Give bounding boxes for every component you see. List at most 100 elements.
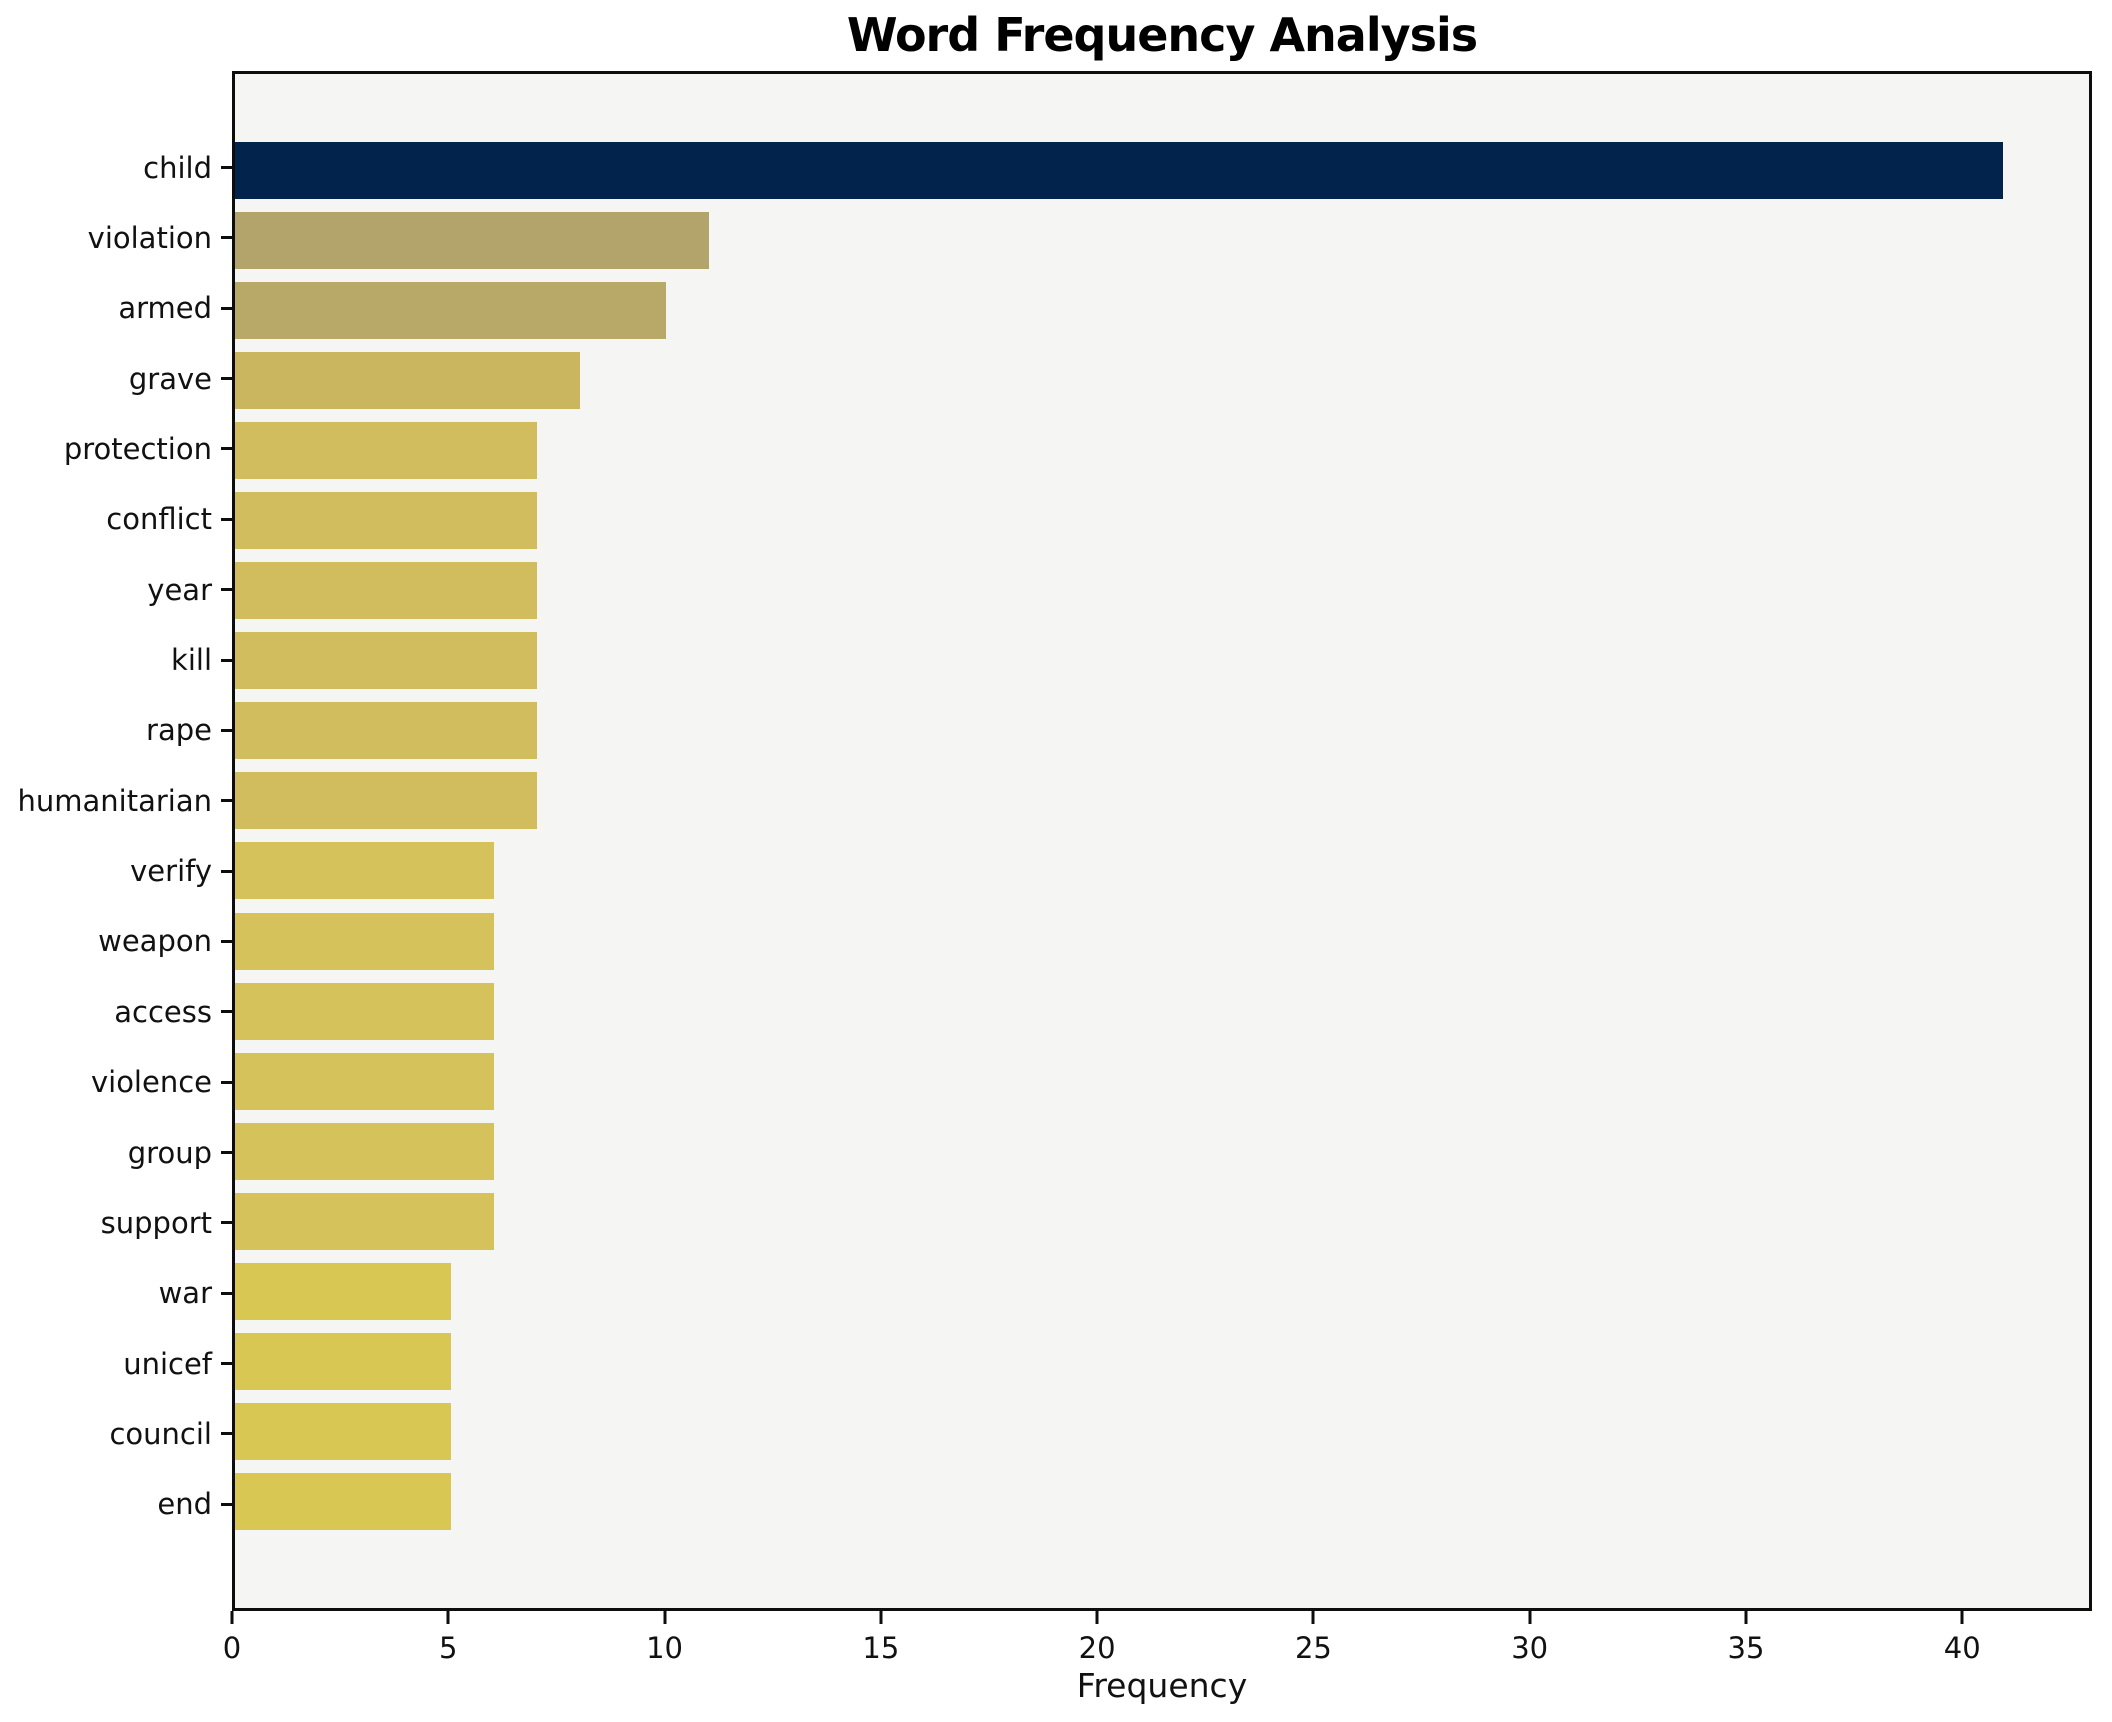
y-tick-label: war	[158, 1276, 212, 1311]
y-tick-label: rape	[146, 713, 212, 748]
y-tick-mark	[221, 1080, 232, 1084]
x-tick-label: 5	[439, 1631, 458, 1665]
x-tick-mark	[446, 1611, 450, 1624]
bar-support	[235, 1192, 494, 1250]
y-tick-row: end	[0, 1476, 232, 1533]
y-tick-label: council	[109, 1416, 212, 1451]
bar-row	[235, 1332, 2089, 1390]
y-axis-labels: child violation armed grave protection confli…	[0, 139, 232, 1533]
plot-area	[232, 71, 2092, 1611]
bar-verify	[235, 842, 494, 900]
y-tick-row: weapon	[0, 913, 232, 970]
x-tick-label: 30	[1511, 1631, 1549, 1665]
y-tick-label: access	[114, 994, 212, 1029]
y-tick-label: humanitarian	[17, 783, 213, 818]
y-tick-mark	[221, 799, 232, 803]
x-tick-mark	[663, 1611, 667, 1624]
y-tick-row: conflict	[0, 491, 232, 548]
y-tick-row: support	[0, 1194, 232, 1251]
y-tick-row: kill	[0, 632, 232, 689]
y-tick-row: year	[0, 561, 232, 618]
y-tick-label: support	[100, 1205, 212, 1240]
x-axis: 0 5 10 15 20 25 30 35 40	[223, 1611, 2092, 1671]
bar-war	[235, 1262, 451, 1320]
y-tick-mark	[221, 939, 232, 943]
y-tick-mark	[221, 1362, 232, 1366]
y-tick-row: child	[0, 139, 232, 196]
y-tick-label: armed	[118, 291, 212, 326]
bar-row	[235, 1472, 2089, 1530]
bar-group	[235, 1122, 494, 1180]
y-tick-label: group	[127, 1135, 212, 1170]
bar-row	[235, 1192, 2089, 1250]
y-tick-mark	[221, 236, 232, 240]
y-tick-mark	[221, 377, 232, 381]
bar-row	[235, 702, 2089, 760]
x-tick-label: 15	[862, 1631, 900, 1665]
bar-row	[235, 842, 2089, 900]
bar-violation	[235, 212, 710, 270]
x-tick-mark	[879, 1611, 883, 1624]
x-tick-mark	[1744, 1611, 1748, 1624]
y-tick-mark	[221, 1221, 232, 1225]
bar-row	[235, 1052, 2089, 1110]
y-tick-row: verify	[0, 843, 232, 900]
bar-row	[235, 562, 2089, 620]
y-tick-mark	[221, 517, 232, 521]
y-tick-mark	[221, 728, 232, 732]
bar-row	[235, 352, 2089, 410]
y-tick-row: violation	[0, 209, 232, 266]
y-tick-mark	[221, 869, 232, 873]
bar-row	[235, 212, 2089, 270]
x-axis-title: Frequency	[1076, 1666, 1248, 1705]
x-tick-mark	[1311, 1611, 1315, 1624]
y-tick-label: violation	[87, 220, 212, 255]
bar-row	[235, 492, 2089, 550]
x-tick-label: 0	[222, 1631, 242, 1665]
y-tick-row: access	[0, 983, 232, 1040]
bar-row	[235, 982, 2089, 1040]
y-tick-mark	[221, 658, 232, 662]
y-tick-row: armed	[0, 280, 232, 337]
bar-row	[235, 1402, 2089, 1460]
x-tick-mark	[230, 1611, 234, 1624]
x-tick-label: 25	[1294, 1631, 1332, 1665]
y-tick-mark	[221, 447, 232, 451]
y-tick-label: child	[143, 150, 212, 185]
y-tick-mark	[221, 1502, 232, 1506]
bar-row	[235, 912, 2089, 970]
y-tick-mark	[221, 166, 232, 169]
y-tick-mark	[221, 1432, 232, 1436]
chart-title: Word Frequency Analysis	[846, 8, 1478, 62]
bar-row	[235, 282, 2089, 340]
y-tick-mark	[221, 588, 232, 592]
bar-violence	[235, 1052, 494, 1110]
y-tick-label: protection	[63, 431, 212, 466]
bar-row	[235, 1122, 2089, 1180]
bar-end	[235, 1472, 451, 1530]
x-tick-label: 20	[1078, 1631, 1116, 1665]
y-tick-label: verify	[130, 854, 212, 889]
y-tick-label: year	[147, 572, 212, 607]
bar-rape	[235, 702, 537, 760]
y-tick-label: end	[157, 1487, 212, 1522]
x-tick-label: 35	[1727, 1631, 1765, 1665]
bar-access	[235, 982, 494, 1040]
y-tick-row: rape	[0, 702, 232, 759]
bar-unicef	[235, 1332, 451, 1390]
x-tick-mark	[1960, 1611, 1964, 1624]
bar-row	[235, 632, 2089, 690]
y-tick-row: humanitarian	[0, 772, 232, 829]
bar-grave	[235, 352, 580, 410]
y-tick-row: unicef	[0, 1335, 232, 1392]
y-tick-label: conflict	[106, 502, 212, 537]
y-tick-mark	[221, 1010, 232, 1014]
bar-child	[235, 142, 2003, 199]
y-tick-row: violence	[0, 1054, 232, 1111]
bars-container	[235, 142, 2089, 1530]
bar-row	[235, 772, 2089, 830]
y-tick-mark	[221, 1151, 232, 1155]
y-tick-row: grave	[0, 350, 232, 407]
y-tick-label: violence	[90, 1065, 212, 1100]
bar-kill	[235, 632, 537, 690]
